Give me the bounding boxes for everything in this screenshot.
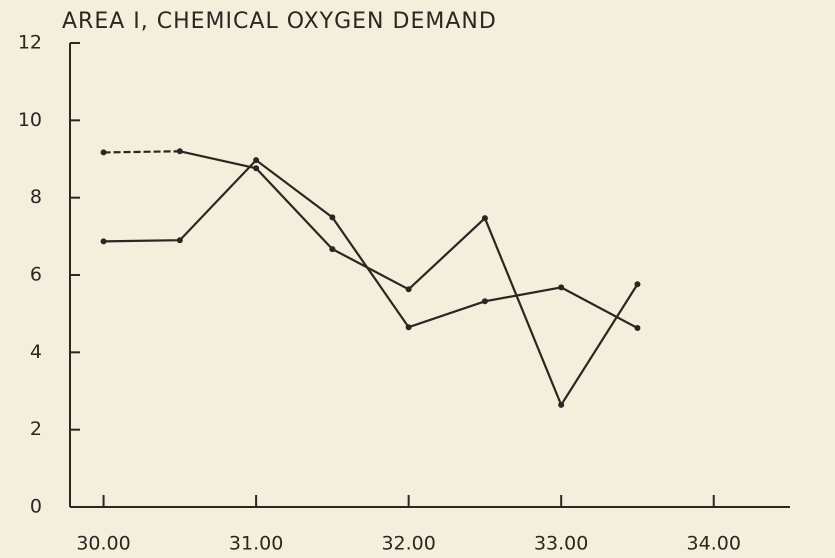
point — [253, 157, 260, 164]
y-tick-label: 12 — [18, 32, 42, 54]
point — [634, 281, 641, 288]
x-tick-label: 30.00 — [76, 533, 130, 555]
x-tick-label: 31.00 — [229, 533, 283, 555]
chart-title: AREA I, CHEMICAL OXYGEN DEMAND — [62, 9, 497, 34]
y-tick-label: 10 — [18, 109, 42, 131]
y-tick-label: 2 — [30, 418, 42, 440]
x-tick-label: 32.00 — [381, 533, 435, 555]
y-tick-label: 0 — [30, 496, 42, 518]
point — [481, 298, 488, 305]
point — [558, 284, 565, 291]
point — [405, 324, 412, 331]
point — [100, 149, 107, 156]
point — [253, 165, 260, 172]
point — [100, 238, 107, 245]
x-tick-label: 33.00 — [534, 533, 588, 555]
point — [481, 215, 488, 222]
y-tick-label: 8 — [30, 186, 42, 208]
point — [405, 286, 412, 293]
point — [176, 148, 183, 155]
point — [329, 214, 336, 221]
point — [634, 324, 641, 331]
series-line — [103, 150, 639, 408]
point — [329, 246, 336, 253]
series-line — [103, 158, 638, 329]
y-tick-label: 6 — [30, 264, 42, 286]
point — [558, 401, 565, 408]
y-tick-label: 4 — [30, 341, 42, 363]
point — [176, 237, 183, 244]
x-tick-label: 34.00 — [687, 533, 741, 555]
